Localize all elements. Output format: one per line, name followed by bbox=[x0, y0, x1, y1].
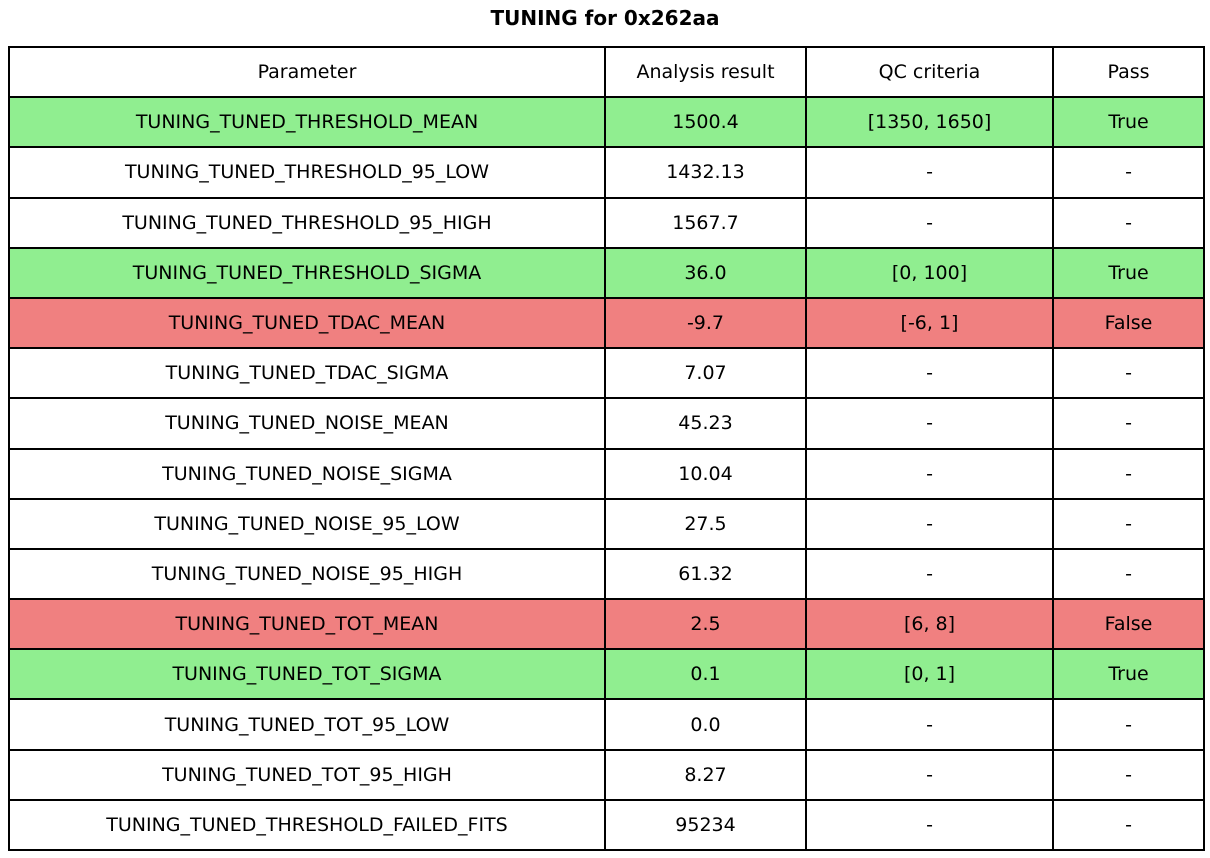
pass-cell: True bbox=[1052, 96, 1205, 149]
parameter-cell: TUNING_TUNED_NOISE_SIGMA bbox=[8, 447, 606, 500]
table-row: TUNING_TUNED_TOT_SIGMA 0.1 [0, 1] True bbox=[8, 648, 1205, 701]
table-row: TUNING_TUNED_THRESHOLD_FAILED_FITS 95234… bbox=[8, 798, 1205, 852]
table-row: TUNING_TUNED_NOISE_SIGMA 10.04 - - bbox=[8, 447, 1205, 500]
table-row: TUNING_TUNED_TDAC_SIGMA 7.07 - - bbox=[8, 347, 1205, 400]
pass-cell: False bbox=[1052, 296, 1205, 350]
pass-cell: - bbox=[1052, 146, 1205, 199]
pass-cell: - bbox=[1052, 397, 1205, 450]
table-row: TUNING_TUNED_TOT_MEAN 2.5 [6, 8] False bbox=[8, 598, 1205, 651]
qc-criteria-cell: - bbox=[805, 196, 1054, 249]
table-row: TUNING_TUNED_TDAC_MEAN -9.7 [-6, 1] Fals… bbox=[8, 296, 1205, 350]
qc-criteria-cell: - bbox=[805, 447, 1054, 500]
qc-criteria-cell: [-6, 1] bbox=[805, 296, 1054, 350]
table-row: TUNING_TUNED_THRESHOLD_95_HIGH 1567.7 - … bbox=[8, 196, 1205, 249]
table-row: TUNING_TUNED_TOT_95_LOW 0.0 - - bbox=[8, 698, 1205, 751]
qc-results-table: Parameter Analysis result QC criteria Pa… bbox=[8, 45, 1205, 852]
table-row: TUNING_TUNED_THRESHOLD_95_LOW 1432.13 - … bbox=[8, 146, 1205, 199]
parameter-cell: TUNING_TUNED_TOT_95_LOW bbox=[8, 698, 606, 751]
pass-cell: - bbox=[1052, 347, 1205, 400]
parameter-cell: TUNING_TUNED_THRESHOLD_95_LOW bbox=[8, 146, 606, 199]
table-row: TUNING_TUNED_NOISE_MEAN 45.23 - - bbox=[8, 397, 1205, 450]
parameter-cell: TUNING_TUNED_THRESHOLD_SIGMA bbox=[8, 246, 606, 299]
table-row: TUNING_TUNED_NOISE_95_LOW 27.5 - - bbox=[8, 497, 1205, 550]
analysis-result-cell: 36.0 bbox=[604, 246, 807, 299]
table-row: TUNING_TUNED_THRESHOLD_MEAN 1500.4 [1350… bbox=[8, 96, 1205, 149]
parameter-cell: TUNING_TUNED_THRESHOLD_MEAN bbox=[8, 96, 606, 149]
column-header-pass: Pass bbox=[1052, 45, 1205, 99]
table-row: TUNING_TUNED_THRESHOLD_SIGMA 36.0 [0, 10… bbox=[8, 246, 1205, 299]
analysis-result-cell: 0.0 bbox=[604, 698, 807, 751]
parameter-cell: TUNING_TUNED_TDAC_MEAN bbox=[8, 296, 606, 350]
analysis-result-cell: 10.04 bbox=[604, 447, 807, 500]
analysis-result-cell: 27.5 bbox=[604, 497, 807, 550]
pass-cell: False bbox=[1052, 598, 1205, 651]
pass-cell: - bbox=[1052, 798, 1205, 852]
qc-criteria-cell: - bbox=[805, 748, 1054, 801]
qc-criteria-cell: [0, 1] bbox=[805, 648, 1054, 701]
pass-cell: - bbox=[1052, 698, 1205, 751]
analysis-result-cell: 0.1 bbox=[604, 648, 807, 701]
parameter-cell: TUNING_TUNED_TOT_SIGMA bbox=[8, 648, 606, 701]
analysis-result-cell: 95234 bbox=[604, 798, 807, 852]
column-header-qc-criteria: QC criteria bbox=[805, 45, 1054, 99]
qc-criteria-cell: - bbox=[805, 397, 1054, 450]
table-row: TUNING_TUNED_NOISE_95_HIGH 61.32 - - bbox=[8, 547, 1205, 601]
pass-cell: True bbox=[1052, 648, 1205, 701]
qc-criteria-cell: [6, 8] bbox=[805, 598, 1054, 651]
parameter-cell: TUNING_TUNED_NOISE_95_LOW bbox=[8, 497, 606, 550]
parameter-cell: TUNING_TUNED_NOISE_95_HIGH bbox=[8, 547, 606, 601]
qc-criteria-cell: - bbox=[805, 547, 1054, 601]
analysis-result-cell: 1500.4 bbox=[604, 96, 807, 149]
analysis-result-cell: 1432.13 bbox=[604, 146, 807, 199]
qc-criteria-cell: - bbox=[805, 347, 1054, 400]
pass-cell: - bbox=[1052, 196, 1205, 249]
analysis-result-cell: 61.32 bbox=[604, 547, 807, 601]
qc-criteria-cell: [1350, 1650] bbox=[805, 96, 1054, 149]
pass-cell: True bbox=[1052, 246, 1205, 299]
qc-criteria-cell: - bbox=[805, 146, 1054, 199]
pass-cell: - bbox=[1052, 748, 1205, 801]
parameter-cell: TUNING_TUNED_TOT_MEAN bbox=[8, 598, 606, 651]
qc-criteria-cell: - bbox=[805, 497, 1054, 550]
qc-criteria-cell: - bbox=[805, 798, 1054, 852]
column-header-analysis-result: Analysis result bbox=[604, 45, 807, 99]
analysis-result-cell: 8.27 bbox=[604, 748, 807, 801]
analysis-result-cell: 1567.7 bbox=[604, 196, 807, 249]
figure-title: TUNING for 0x262aa bbox=[490, 6, 720, 30]
parameter-cell: TUNING_TUNED_THRESHOLD_FAILED_FITS bbox=[8, 798, 606, 852]
analysis-result-cell: 45.23 bbox=[604, 397, 807, 450]
pass-cell: - bbox=[1052, 447, 1205, 500]
pass-cell: - bbox=[1052, 547, 1205, 601]
parameter-cell: TUNING_TUNED_TOT_95_HIGH bbox=[8, 748, 606, 801]
analysis-result-cell: -9.7 bbox=[604, 296, 807, 350]
pass-cell: - bbox=[1052, 497, 1205, 550]
parameter-cell: TUNING_TUNED_THRESHOLD_95_HIGH bbox=[8, 196, 606, 249]
column-header-parameter: Parameter bbox=[8, 45, 606, 99]
qc-criteria-cell: [0, 100] bbox=[805, 246, 1054, 299]
parameter-cell: TUNING_TUNED_TDAC_SIGMA bbox=[8, 347, 606, 400]
analysis-result-cell: 7.07 bbox=[604, 347, 807, 400]
analysis-result-cell: 2.5 bbox=[604, 598, 807, 651]
qc-criteria-cell: - bbox=[805, 698, 1054, 751]
table-row: TUNING_TUNED_TOT_95_HIGH 8.27 - - bbox=[8, 748, 1205, 801]
header-row: Parameter Analysis result QC criteria Pa… bbox=[8, 45, 1205, 99]
parameter-cell: TUNING_TUNED_NOISE_MEAN bbox=[8, 397, 606, 450]
